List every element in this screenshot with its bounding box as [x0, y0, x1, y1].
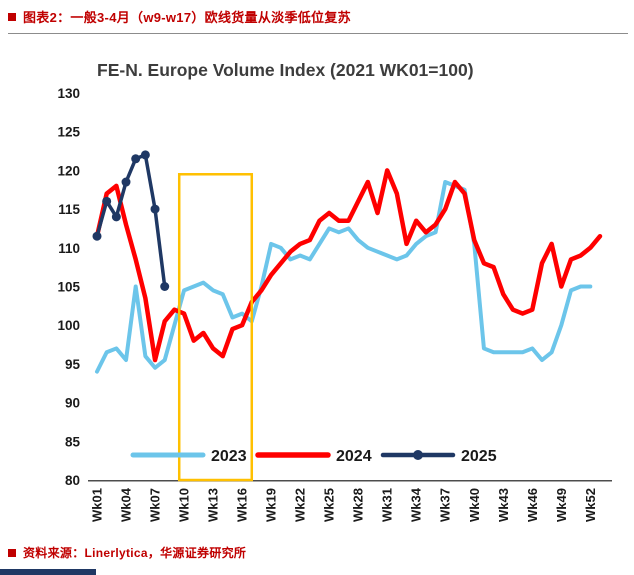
series-marker-2025	[92, 231, 102, 241]
caption-bullet-square	[8, 12, 16, 21]
source-row: 资料来源：Linerlytica，华源证券研究所	[8, 544, 246, 561]
x-tick-label: Wk19	[264, 488, 279, 522]
y-tick-label: 95	[65, 357, 81, 372]
legend-label-2025: 2025	[461, 448, 497, 465]
series-marker-2025	[111, 212, 121, 222]
series-line-2025	[95, 153, 167, 289]
source-bullet-square	[8, 548, 16, 557]
y-tick-label: 110	[58, 241, 80, 256]
x-tick-label: Wk49	[554, 488, 569, 522]
x-tick-label: Wk43	[496, 488, 511, 522]
legend-item-2023: 2023	[130, 448, 247, 465]
figure-caption: 图表2：一般3-4月（w9-w17）欧线货量从淡季低位复苏	[23, 10, 351, 25]
y-tick-label: 130	[57, 86, 80, 101]
series-marker-2025	[150, 204, 160, 214]
x-tick-label: Wk25	[322, 488, 337, 522]
y-tick-label: 90	[65, 396, 80, 411]
series-marker-2025	[121, 177, 131, 187]
y-tick-label: 80	[65, 473, 80, 488]
series-marker-2025	[160, 282, 170, 291]
legend-label-2024: 2024	[336, 448, 372, 465]
series-marker-2025	[102, 196, 112, 206]
footer-accent-bar	[0, 569, 96, 575]
x-tick-label: Wk34	[409, 487, 424, 522]
x-tick-label: Wk16	[235, 488, 250, 522]
series-line-2023	[95, 180, 593, 374]
x-tick-label: Wk28	[351, 488, 366, 522]
y-tick-label: 120	[57, 163, 80, 178]
x-tick-label: Wk37	[438, 488, 453, 522]
y-tick-label: 100	[57, 318, 80, 333]
y-tick-label: 85	[65, 434, 81, 449]
figure-caption-row: 图表2：一般3-4月（w9-w17）欧线货量从淡季低位复苏	[8, 7, 628, 34]
source-text: 资料来源：Linerlytica，华源证券研究所	[23, 546, 247, 560]
y-tick-label: 105	[57, 280, 80, 295]
legend-item-2025: 2025	[380, 448, 497, 465]
x-tick-label: Wk04	[119, 487, 134, 522]
legend-label-2023: 2023	[211, 448, 247, 465]
x-tick-label: Wk10	[177, 488, 192, 522]
y-tick-label: 115	[58, 202, 80, 217]
legend-item-2024: 2024	[255, 448, 372, 465]
x-tick-label: Wk52	[583, 488, 598, 522]
highlight-box	[177, 173, 254, 482]
chart-title: FE-N. Europe Volume Index (2021 WK01=100…	[97, 60, 474, 80]
x-tick-label: Wk13	[206, 488, 221, 522]
y-tick-label: 125	[57, 125, 80, 140]
legend-marker-2025	[413, 450, 423, 460]
x-tick-label: Wk31	[380, 488, 395, 522]
series-marker-2025	[131, 154, 141, 164]
x-tick-label: Wk40	[467, 488, 482, 522]
series-marker-2025	[140, 150, 150, 160]
x-tick-label: Wk46	[525, 488, 540, 522]
x-tick-label: Wk07	[148, 488, 163, 522]
series-line-2024	[94, 168, 603, 363]
x-tick-label: Wk22	[293, 488, 308, 522]
x-tick-label: Wk01	[90, 488, 105, 522]
